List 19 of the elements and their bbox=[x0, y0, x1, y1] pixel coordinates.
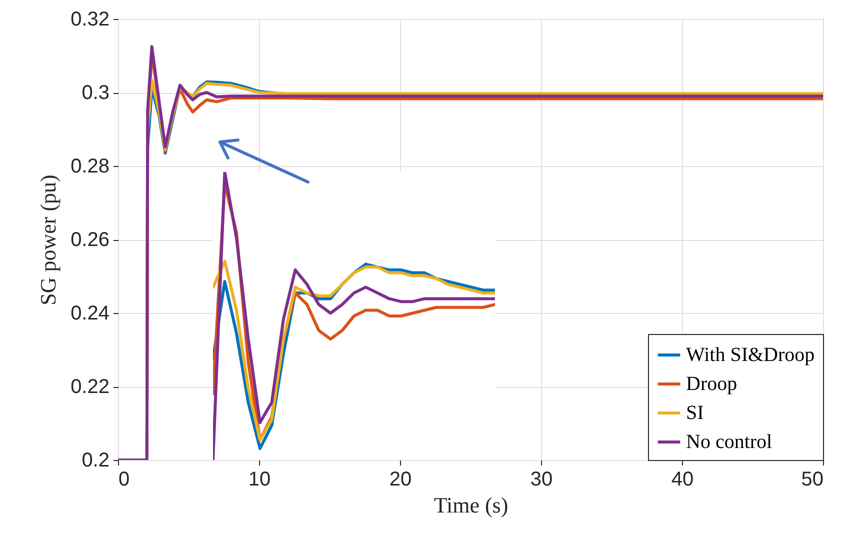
legend-label: SI bbox=[686, 402, 704, 424]
legend-label: With SI&Droop bbox=[686, 344, 815, 366]
y-tick-label: 0.26 bbox=[70, 229, 110, 251]
x-tick-label: 20 bbox=[389, 468, 412, 490]
y-tick-label: 0.22 bbox=[70, 376, 110, 398]
y-axis-title: SG power (pu) bbox=[36, 174, 61, 306]
y-tick-label: 0.28 bbox=[70, 156, 110, 178]
legend-label: Droop bbox=[686, 373, 738, 395]
x-axis-title: Time (s) bbox=[434, 492, 508, 518]
y-tick-label: 0.2 bbox=[82, 450, 110, 472]
x-tick-label: 40 bbox=[671, 468, 694, 490]
x-tick-label: 50 bbox=[801, 468, 824, 490]
x-tick-label: 0 bbox=[118, 468, 130, 490]
legend-label: No control bbox=[686, 431, 773, 453]
y-tick-label: 0.24 bbox=[70, 302, 110, 324]
y-tick-label: 0.3 bbox=[82, 82, 110, 104]
x-tick-label: 30 bbox=[530, 468, 553, 490]
y-tick-label: 0.32 bbox=[70, 8, 110, 30]
x-tick-label: 10 bbox=[248, 468, 271, 490]
